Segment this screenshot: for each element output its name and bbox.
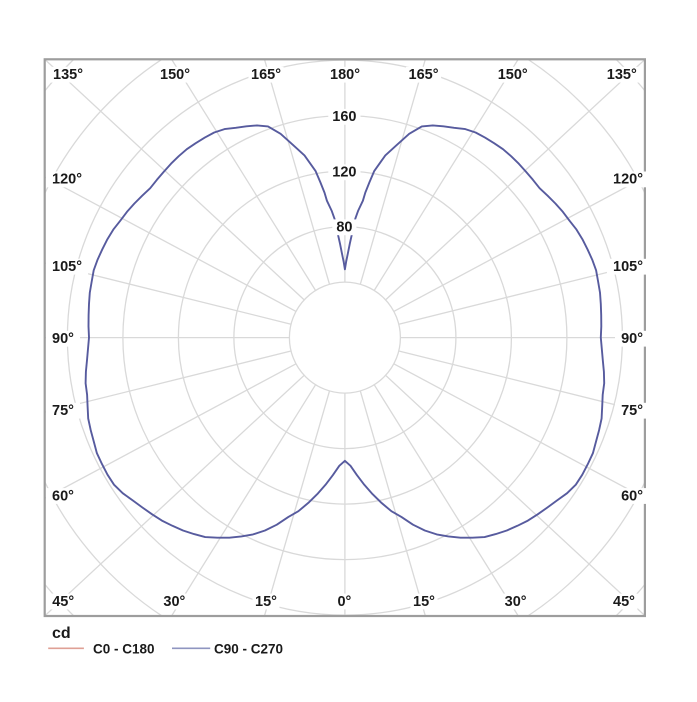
svg-text:80: 80	[336, 220, 352, 236]
svg-text:75°: 75°	[621, 403, 643, 419]
svg-text:C0 - C180: C0 - C180	[93, 642, 155, 657]
svg-text:45°: 45°	[613, 594, 635, 610]
svg-text:15°: 15°	[255, 594, 277, 610]
svg-text:75°: 75°	[52, 403, 74, 419]
svg-text:165°: 165°	[409, 67, 439, 83]
svg-text:150°: 150°	[498, 67, 528, 83]
svg-text:30°: 30°	[505, 594, 527, 610]
svg-text:90°: 90°	[621, 331, 643, 347]
svg-text:105°: 105°	[52, 259, 82, 275]
svg-text:60°: 60°	[621, 488, 643, 504]
svg-text:180°: 180°	[330, 67, 360, 83]
svg-text:120°: 120°	[52, 172, 82, 188]
svg-text:160: 160	[332, 109, 356, 125]
svg-text:C90 - C270: C90 - C270	[214, 642, 283, 657]
svg-text:60°: 60°	[52, 488, 74, 504]
svg-text:135°: 135°	[607, 67, 637, 83]
svg-text:135°: 135°	[53, 67, 83, 83]
svg-text:90°: 90°	[52, 331, 74, 347]
svg-text:120: 120	[332, 165, 356, 181]
svg-text:165°: 165°	[251, 67, 281, 83]
svg-text:0°: 0°	[337, 594, 351, 610]
svg-text:105°: 105°	[613, 259, 643, 275]
svg-text:120°: 120°	[613, 172, 643, 188]
svg-text:30°: 30°	[163, 594, 185, 610]
svg-text:15°: 15°	[413, 594, 435, 610]
svg-text:150°: 150°	[160, 67, 190, 83]
svg-text:cd: cd	[52, 625, 71, 642]
svg-text:45°: 45°	[52, 594, 74, 610]
